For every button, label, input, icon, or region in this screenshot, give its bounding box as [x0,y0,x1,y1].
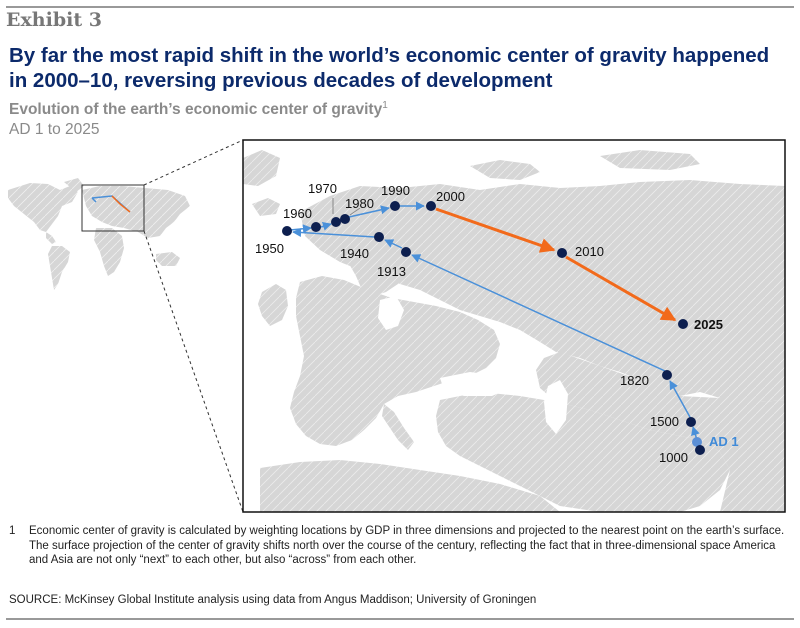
label-1970: 1970 [308,181,337,196]
label-1820: 1820 [620,373,649,388]
label-2000: 2000 [436,189,465,204]
footnote-number: 1 [9,525,16,537]
point-1970 [331,217,341,227]
overview-borders [8,178,190,290]
label-1000: 1000 [659,450,688,465]
overview-mini-path-recent [111,195,131,213]
exhibit-label: Exhibit 3 [6,9,102,31]
label-1990: 1990 [381,183,410,198]
arrow-2000-to-2010 [435,207,556,253]
zoomed-map: AD 1 1000 1500 1820 1913 1940 1950 1960 … [242,139,786,513]
footnote-text: Economic center of gravity is calculated… [29,525,785,566]
point-1000 [695,445,705,455]
zoomed-map-frame [242,139,786,513]
point-ad-1 [692,437,702,447]
point-2000 [426,201,436,211]
point-1950 [282,226,292,236]
historic-path [289,201,700,441]
point-2025 [678,319,688,329]
world-overview-map [8,139,244,513]
label-2025: 2025 [694,317,723,332]
zoom-connector-bottom [143,230,244,513]
subtitle: Evolution of the earth’s economic center… [9,100,388,119]
footnote: 1 Economic center of gravity is calculat… [9,524,789,568]
point-2010 [557,248,567,258]
label-1950: 1950 [255,241,284,256]
source-note: SOURCE: McKinsey Global Institute analys… [9,594,537,606]
overview-highlight-box [81,184,145,232]
point-1820 [662,370,672,380]
label-1960: 1960 [283,206,312,221]
point-1960 [311,222,321,232]
center-points [282,198,705,455]
headline: By far the most rapid shift in the world… [9,44,770,92]
zoom-connector-top [143,139,244,186]
subtitle-text: Evolution of the earth’s economic center… [9,101,383,119]
label-1980: 1980 [345,196,374,211]
point-labels: AD 1 1000 1500 1820 1913 1940 1950 1960 … [255,181,739,465]
point-1980 [340,214,350,224]
label-1913: 1913 [377,264,406,279]
arrow-1950-to-1960 [289,224,312,234]
point-1500 [686,417,696,427]
arrow-1980-to-1990 [348,205,390,218]
label-ad-1: AD 1 [709,434,739,449]
recent-path [435,207,677,322]
label-2010: 2010 [575,244,604,259]
arrow-1913-to-1940 [384,239,403,249]
label-1940: 1940 [340,246,369,261]
arrow-1820-to-1913 [411,254,666,372]
point-1913 [401,247,411,257]
arrow-1500-to-1820 [669,380,692,420]
leader-1980 [349,207,361,216]
arrow-2010-to-2025 [565,255,677,322]
subtitle-footnote-marker: 1 [382,100,388,111]
point-1940 [374,232,384,242]
top-rule [6,6,794,8]
point-1990 [390,201,400,211]
date-range: AD 1 to 2025 [9,121,100,138]
label-1500: 1500 [650,414,679,429]
bottom-rule [6,618,794,620]
arrow-1960-to-1970 [320,222,332,231]
